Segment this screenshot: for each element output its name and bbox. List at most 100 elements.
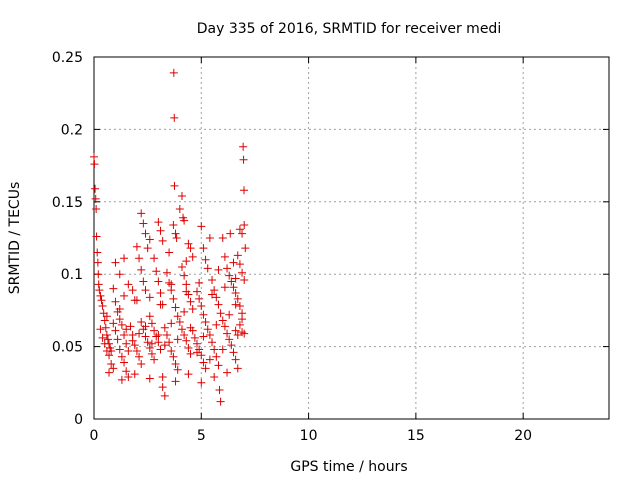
- data-point: [205, 234, 214, 242]
- data-point: [141, 229, 150, 238]
- data-point: [170, 181, 179, 190]
- data-point: [101, 323, 110, 332]
- data-point: [182, 336, 191, 345]
- data-point: [154, 277, 163, 286]
- data-point: [227, 341, 236, 350]
- data-point: [109, 284, 118, 293]
- data-point: [197, 302, 206, 311]
- data-point: [229, 348, 238, 357]
- data-point: [102, 331, 111, 340]
- data-point: [160, 341, 169, 350]
- data-point: [117, 375, 126, 384]
- data-point: [128, 336, 137, 345]
- x-tick-label: 20: [514, 428, 532, 444]
- data-point: [216, 397, 225, 406]
- data-point: [203, 264, 212, 273]
- data-point: [158, 373, 167, 382]
- data-point: [162, 268, 171, 277]
- data-point: [158, 383, 167, 392]
- data-point: [220, 252, 229, 261]
- data-point: [115, 270, 124, 279]
- data-point: [214, 265, 223, 274]
- data-point: [173, 312, 182, 321]
- data-point: [90, 160, 99, 169]
- data-point: [143, 244, 152, 253]
- data-point: [190, 333, 199, 342]
- data-point: [231, 274, 240, 283]
- data-point: [235, 302, 244, 311]
- data-point: [175, 205, 184, 214]
- data-point: [130, 341, 139, 350]
- data-point: [212, 293, 221, 302]
- data-point: [93, 258, 102, 267]
- data-point: [102, 312, 111, 321]
- data-point: [238, 315, 247, 324]
- data-point: [220, 322, 229, 331]
- data-point: [169, 220, 178, 229]
- data-point: [182, 287, 191, 296]
- data-point: [141, 322, 150, 331]
- data-point: [205, 331, 214, 340]
- data-point: [208, 290, 217, 299]
- data-point: [197, 351, 206, 360]
- data-point: [235, 320, 244, 329]
- data-point: [165, 248, 174, 257]
- data-point: [167, 319, 176, 328]
- data-point: [231, 300, 240, 309]
- axis-ticks: 0 5 10 15 20 0 0.05 0.1 0.15 0.2 0.25: [52, 50, 609, 444]
- data-point: [171, 359, 180, 368]
- data-point: [132, 346, 141, 355]
- data-point: [165, 278, 174, 287]
- data-point: [188, 304, 197, 313]
- data-point: [201, 364, 210, 373]
- data-point: [109, 364, 118, 373]
- data-point: [97, 296, 106, 305]
- data-point: [95, 286, 104, 295]
- data-point: [199, 244, 208, 253]
- data-point: [124, 280, 133, 289]
- data-point: [223, 368, 232, 377]
- data-point: [94, 280, 103, 289]
- data-point: [96, 325, 105, 334]
- data-point: [177, 262, 186, 271]
- data-point: [177, 192, 186, 201]
- data-point: [115, 304, 124, 313]
- data-point: [205, 355, 214, 364]
- data-point: [137, 359, 146, 368]
- data-point: [154, 338, 163, 347]
- y-tick-label: 0.15: [52, 195, 83, 211]
- data-point: [195, 294, 204, 303]
- data-point: [167, 280, 176, 289]
- data-point: [216, 309, 225, 318]
- data-point: [184, 239, 193, 248]
- data-point: [124, 373, 133, 382]
- data-point: [132, 242, 141, 251]
- data-point: [126, 322, 135, 331]
- data-point: [233, 251, 242, 260]
- data-point: [235, 260, 244, 269]
- x-axis-label: GPS time / hours: [290, 459, 407, 475]
- data-point: [156, 300, 165, 309]
- data-point: [218, 316, 227, 325]
- data-point: [184, 370, 193, 379]
- chart-title: Day 335 of 2016, SRMTID for receiver med…: [197, 21, 501, 37]
- data-points: [90, 68, 250, 406]
- data-point: [122, 367, 131, 376]
- data-point: [91, 184, 100, 193]
- data-point: [107, 359, 116, 368]
- y-tick-label: 0.25: [52, 50, 83, 66]
- data-point: [96, 291, 105, 300]
- data-point: [150, 326, 159, 335]
- data-point: [120, 331, 129, 340]
- data-point: [147, 339, 156, 348]
- data-point: [93, 248, 102, 257]
- data-point: [193, 339, 201, 348]
- data-point: [238, 268, 247, 277]
- data-point: [229, 283, 238, 292]
- data-point: [180, 216, 189, 225]
- data-point: [150, 355, 159, 364]
- data-point: [218, 345, 227, 354]
- plot-frame: [93, 56, 610, 420]
- data-point: [90, 152, 98, 161]
